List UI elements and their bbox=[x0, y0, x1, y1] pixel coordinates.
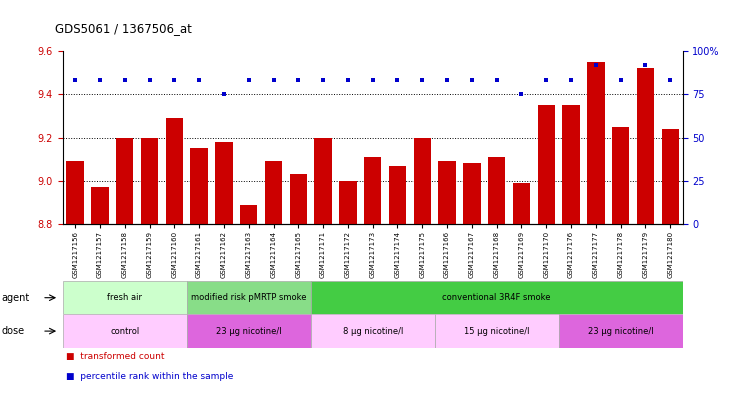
Bar bbox=[637, 68, 654, 224]
Bar bbox=[311, 314, 435, 348]
Text: ■  percentile rank within the sample: ■ percentile rank within the sample bbox=[66, 372, 234, 381]
Bar bbox=[587, 62, 604, 224]
Bar bbox=[435, 314, 559, 348]
Bar bbox=[165, 118, 183, 224]
Text: control: control bbox=[110, 327, 139, 336]
Text: 23 μg nicotine/l: 23 μg nicotine/l bbox=[216, 327, 281, 336]
Bar bbox=[537, 105, 555, 224]
Text: 23 μg nicotine/l: 23 μg nicotine/l bbox=[588, 327, 653, 336]
Bar bbox=[63, 314, 187, 348]
Bar bbox=[215, 142, 232, 224]
Bar bbox=[339, 181, 356, 224]
Bar bbox=[63, 281, 187, 314]
Text: 15 μg nicotine/l: 15 μg nicotine/l bbox=[464, 327, 529, 336]
Text: GDS5061 / 1367506_at: GDS5061 / 1367506_at bbox=[55, 22, 192, 35]
Bar bbox=[513, 183, 530, 224]
Bar bbox=[92, 187, 108, 224]
Text: modified risk pMRTP smoke: modified risk pMRTP smoke bbox=[191, 293, 306, 302]
Bar bbox=[364, 157, 382, 224]
Bar bbox=[187, 281, 311, 314]
Bar bbox=[562, 105, 580, 224]
Bar bbox=[240, 204, 258, 224]
Text: ■  transformed count: ■ transformed count bbox=[66, 352, 165, 361]
Bar bbox=[190, 148, 208, 224]
Text: agent: agent bbox=[1, 293, 30, 303]
Bar bbox=[612, 127, 630, 224]
Bar bbox=[314, 138, 332, 224]
Bar bbox=[413, 138, 431, 224]
Bar bbox=[311, 281, 683, 314]
Text: 8 μg nicotine/l: 8 μg nicotine/l bbox=[342, 327, 403, 336]
Bar bbox=[289, 174, 307, 224]
Bar bbox=[66, 162, 84, 224]
Bar bbox=[265, 162, 282, 224]
Bar bbox=[141, 138, 158, 224]
Bar bbox=[438, 162, 456, 224]
Bar bbox=[116, 138, 134, 224]
Bar bbox=[488, 157, 506, 224]
Bar bbox=[559, 314, 683, 348]
Bar bbox=[661, 129, 679, 224]
Text: dose: dose bbox=[1, 326, 24, 336]
Bar bbox=[389, 165, 406, 224]
Text: fresh air: fresh air bbox=[107, 293, 142, 302]
Bar bbox=[463, 163, 480, 224]
Text: conventional 3R4F smoke: conventional 3R4F smoke bbox=[442, 293, 551, 302]
Bar bbox=[187, 314, 311, 348]
